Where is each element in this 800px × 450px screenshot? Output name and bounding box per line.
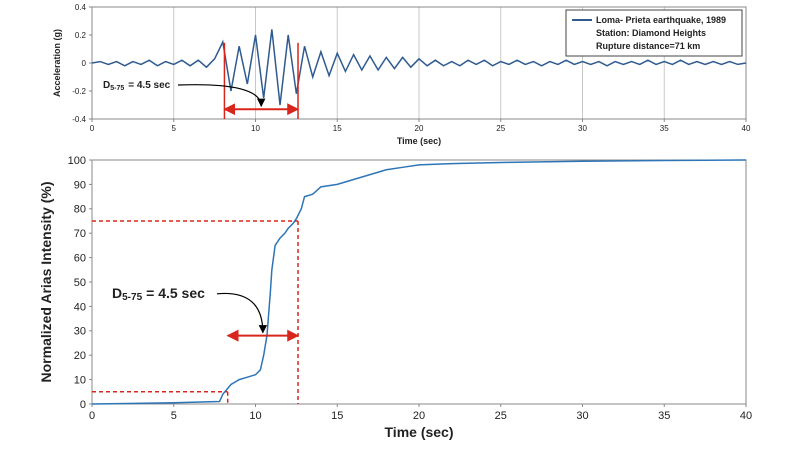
x-tick-label: 20	[415, 124, 424, 133]
x-tick-label: 0	[90, 124, 95, 133]
y-tick-label: 0	[82, 59, 87, 68]
legend-box	[565, 9, 743, 57]
plot-frame	[91, 159, 747, 405]
y-tick-label: 40	[74, 301, 86, 313]
legend-note: Rupture distance=71 km	[596, 41, 700, 51]
y-tick-label: 100	[68, 155, 86, 167]
x-tick-label: 5	[171, 410, 177, 422]
y-tick-label: 90	[74, 179, 86, 191]
y-tick-label: 30	[74, 326, 86, 338]
y-tick-label: 80	[74, 204, 86, 216]
y-tick-label: 70	[74, 228, 86, 240]
pointer-arrow	[177, 84, 266, 108]
annotation-sub: 5-75	[110, 85, 124, 92]
legend-note: Station: Diamond Heights	[596, 28, 706, 38]
y-tick-label: 0	[80, 399, 86, 411]
y-tick-label: 0.4	[75, 3, 87, 12]
x-tick-label: 10	[251, 124, 260, 133]
annotation-part: D	[103, 80, 110, 91]
annotation-sub: 5-75	[122, 292, 142, 303]
pointer-arrow	[216, 292, 268, 334]
annotation: D5-75 = 4.5 sec	[103, 80, 171, 92]
x-tick-label: 40	[740, 410, 752, 422]
y-tick-label: 20	[74, 350, 86, 362]
x-tick-label: 0	[89, 410, 95, 422]
y-tick-label: 10	[74, 374, 86, 386]
x-tick-label: 35	[660, 124, 669, 133]
annotation-part: = 4.5 sec	[128, 80, 170, 91]
annotation: D5-75 = 4.5 sec	[112, 285, 205, 303]
x-tick-label: 20	[413, 410, 425, 422]
x-axis-title: Time (sec)	[385, 424, 454, 440]
x-tick-label: 30	[576, 410, 588, 422]
y-tick-label: 50	[74, 277, 86, 289]
x-tick-label: 15	[333, 124, 342, 133]
y-tick-label: -0.4	[72, 115, 86, 124]
y-axis-title: Acceleration (g)	[52, 29, 62, 97]
annotation-part: D	[112, 285, 122, 301]
y-tick-label: 0.2	[75, 31, 87, 40]
data-line	[91, 29, 747, 106]
x-tick-label: 10	[249, 410, 261, 422]
x-tick-label: 25	[495, 410, 507, 422]
annotation-part: = 4.5 sec	[146, 285, 205, 301]
y-tick-label: 60	[74, 252, 86, 264]
x-tick-label: 15	[331, 410, 343, 422]
x-tick-label: 5	[172, 124, 177, 133]
legend-label: Loma- Prieta earthquake, 1989	[596, 15, 726, 25]
x-tick-label: 35	[658, 410, 670, 422]
x-tick-label: 25	[496, 124, 505, 133]
x-tick-label: 40	[742, 124, 751, 133]
x-axis-title: Time (sec)	[397, 136, 441, 146]
x-tick-label: 30	[578, 124, 587, 133]
y-axis-title: Normalized Arias Intensity (%)	[38, 182, 54, 383]
y-tick-label: -0.2	[72, 87, 86, 96]
data-line	[91, 159, 747, 405]
